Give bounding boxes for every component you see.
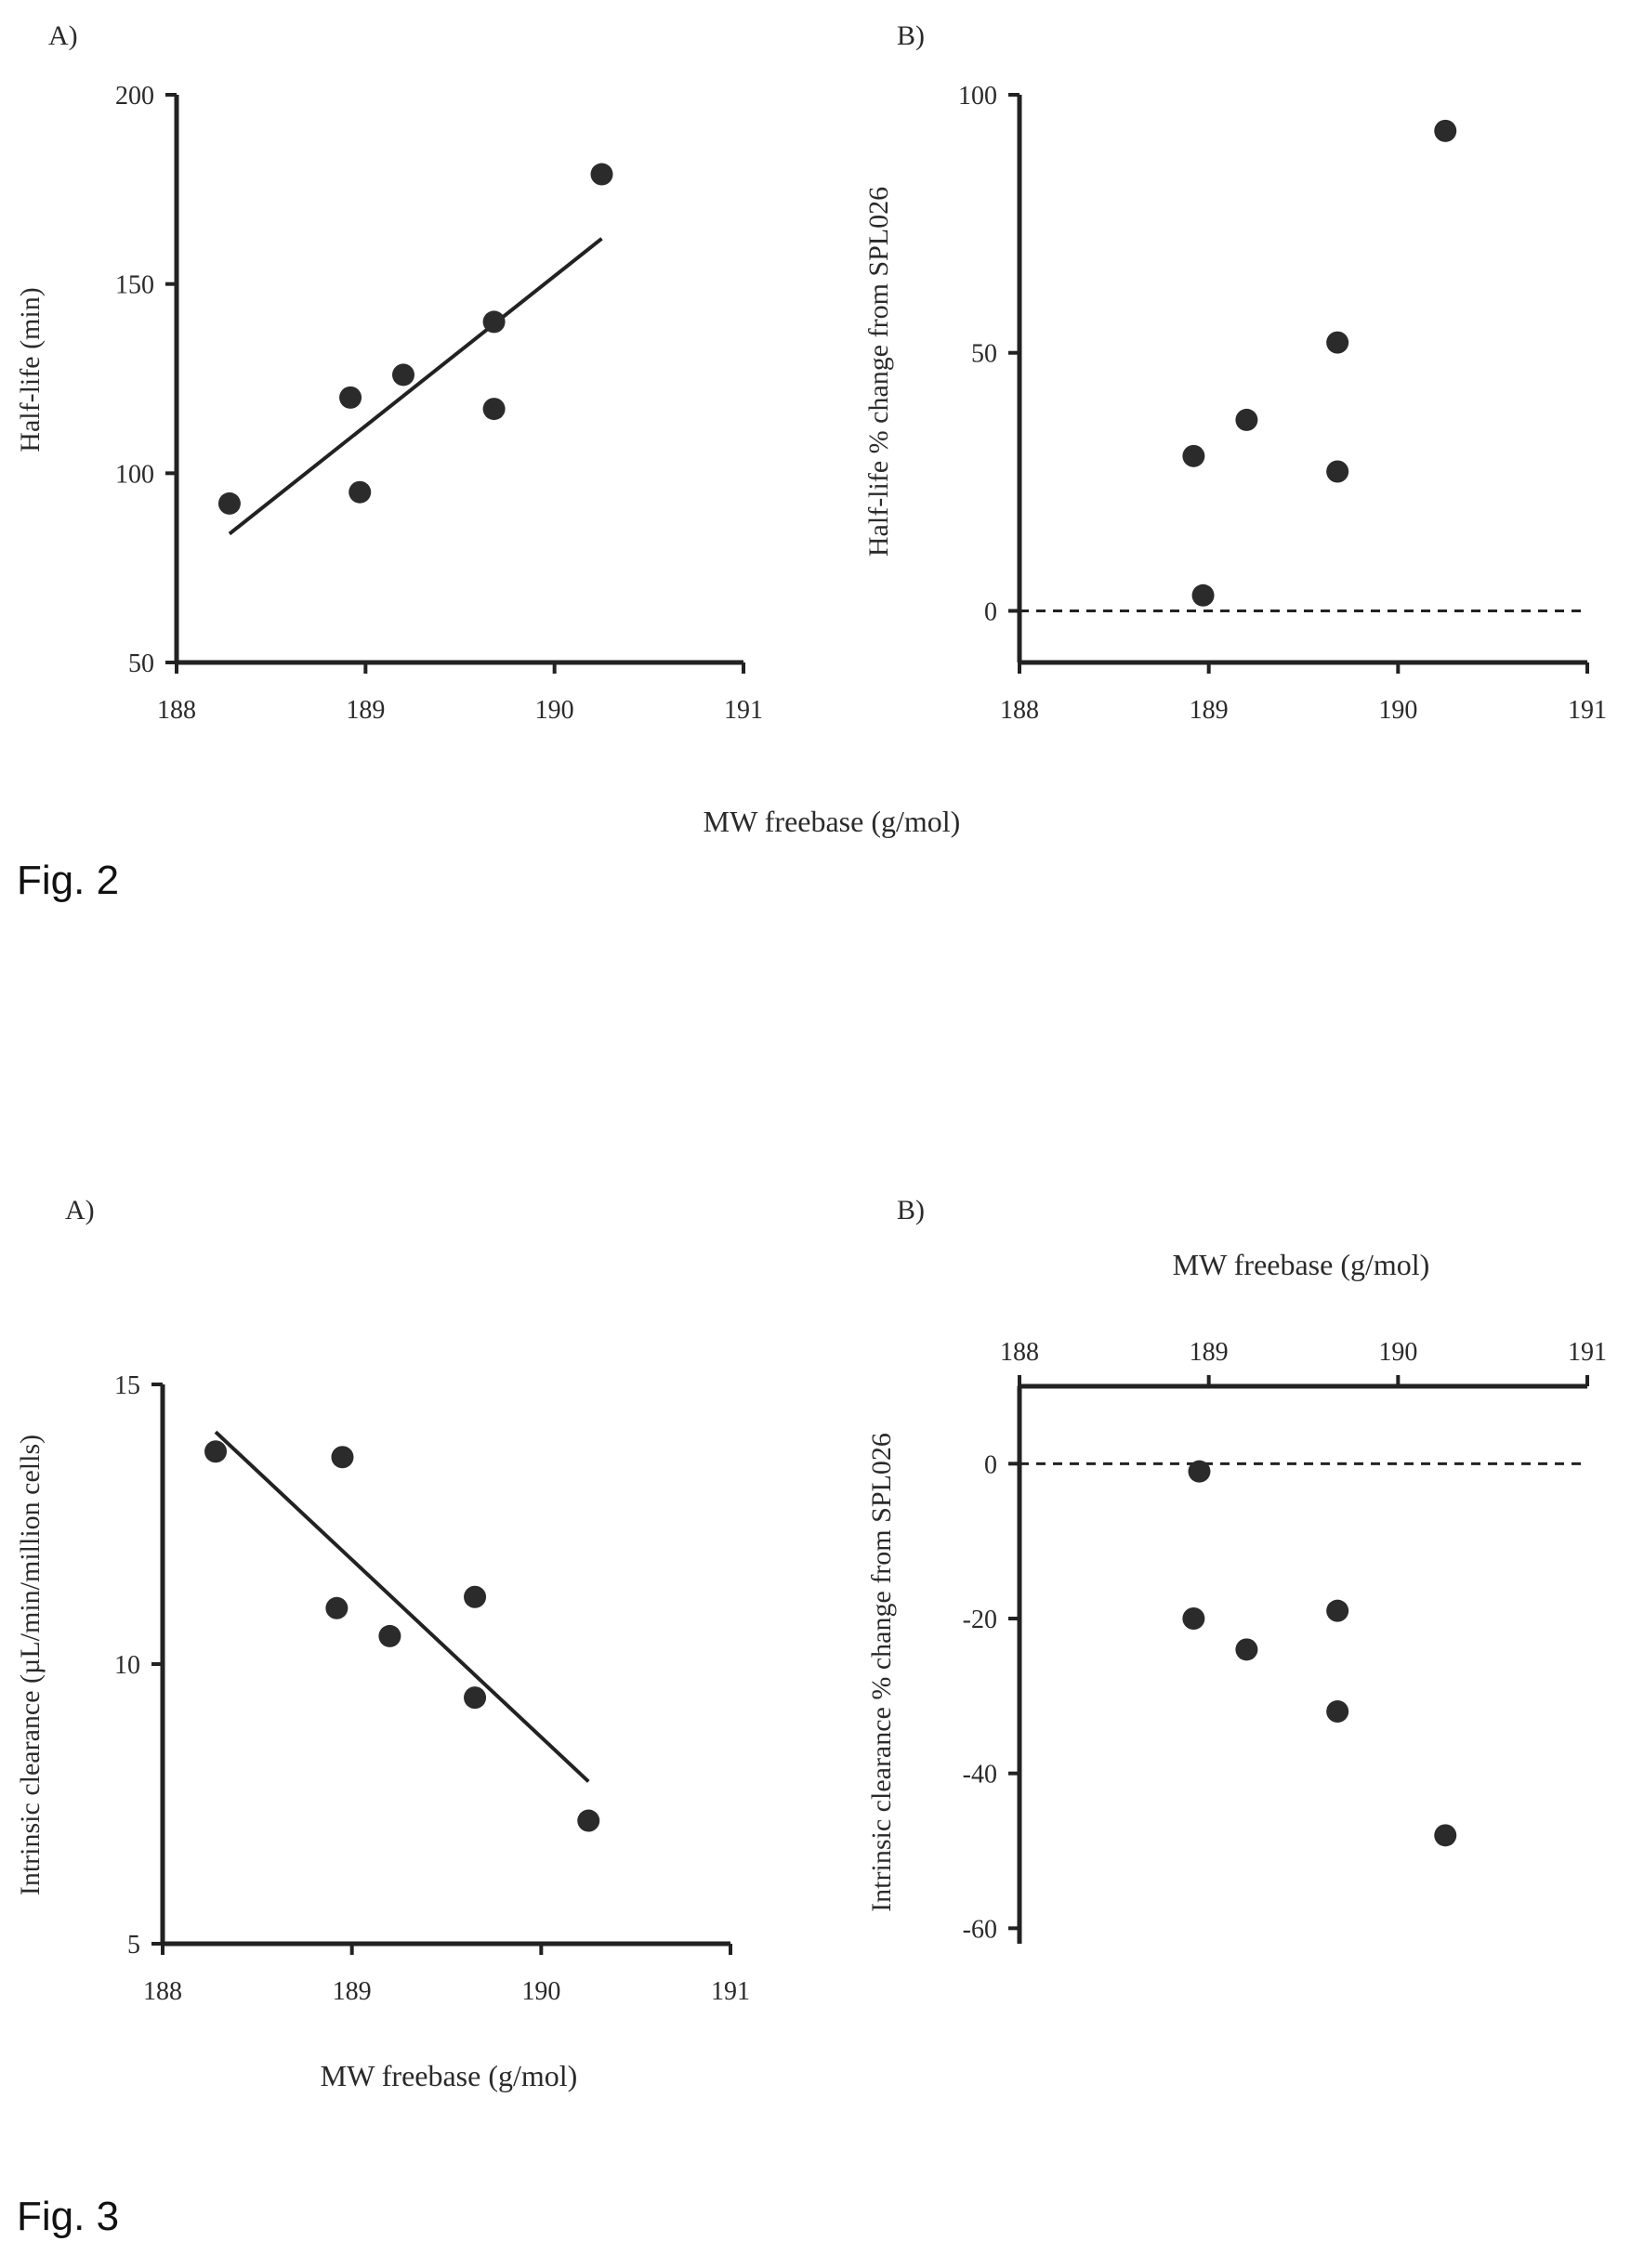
data-point (482, 398, 506, 421)
panel-label: A) (48, 20, 78, 51)
data-point (1326, 460, 1349, 483)
y-axis-title: Intrinsic clearance % change from SPL026 (866, 1433, 897, 1912)
y-tick-label: 0 (984, 1450, 997, 1479)
data-point (1188, 1460, 1211, 1483)
x-tick-label: 188 (1000, 1338, 1039, 1367)
regression-line (214, 1430, 590, 1783)
data-point (204, 1440, 228, 1463)
data-point (1326, 1599, 1349, 1622)
data-point (1235, 1638, 1258, 1661)
data-point (349, 480, 372, 504)
data-point (482, 310, 506, 334)
data-point (577, 1809, 600, 1832)
x-axis-title: MW freebase (g/mol) (1173, 1248, 1430, 1281)
y-tick-label: 100 (958, 82, 997, 111)
data-point (1182, 1607, 1205, 1630)
fig3-panel-a-chart: A) 188 189 190 191 5 10 15 Intrinsic clearance… (15, 1195, 750, 2092)
fig3-panel-b-chart: B) 188 189 190 191 0 -20 -40 -60 Intrinsic clea… (866, 1195, 1607, 1944)
x-tick-label: 189 (1190, 1338, 1229, 1367)
x-tick-label: 191 (1568, 696, 1607, 725)
x-tick-label: 188 (143, 1977, 182, 2006)
fig2-panel-b-chart: B) 188 189 190 191 0 50 100 Half-life % change… (863, 20, 1607, 725)
x-tick-label: 189 (1190, 696, 1229, 725)
x-tick-label: 190 (535, 696, 574, 725)
x-tick-label: 188 (157, 696, 196, 725)
x-tick-label: 191 (1568, 1338, 1607, 1367)
x-axis-title: MW freebase (g/mol) (321, 2059, 578, 2092)
x-tick-label: 191 (711, 1977, 750, 2006)
data-point (331, 1446, 354, 1469)
data-point (217, 492, 241, 515)
fig2-panel-a-chart: A) 188 189 190 191 50 100 150 200 Half-life (mi… (15, 20, 763, 725)
y-tick-label: 15 (114, 1371, 140, 1400)
data-point (1326, 331, 1349, 354)
data-point (1434, 119, 1457, 142)
y-tick-label: 50 (971, 340, 997, 369)
panel-label: A) (65, 1195, 95, 1226)
x-tick-label: 188 (1000, 696, 1039, 725)
x-tick-label: 191 (724, 696, 763, 725)
data-point (392, 363, 414, 387)
y-tick-label: 200 (115, 82, 154, 111)
data-point (378, 1624, 401, 1647)
y-tick-label: 5 (127, 1931, 140, 1960)
fig3-caption: Fig. 3 (17, 2194, 119, 2239)
y-axis-title: Half-life (min) (15, 287, 46, 452)
y-axis-title: Intrinsic clearance (µL/min/million cell… (15, 1435, 46, 1895)
fig2-shared-x-axis-title: MW freebase (g/mol) (704, 805, 961, 838)
y-tick-label: 50 (128, 649, 154, 678)
y-axis-title: Half-life % change from SPL026 (863, 187, 894, 557)
data-point (339, 386, 362, 409)
data-point (464, 1686, 487, 1710)
y-tick-label: 10 (114, 1651, 140, 1680)
data-point (1434, 1824, 1457, 1847)
fig2-caption: Fig. 2 (17, 858, 119, 903)
y-tick-label: 100 (115, 460, 154, 489)
data-point (1235, 408, 1258, 431)
x-tick-label: 190 (1378, 696, 1417, 725)
x-tick-label: 189 (333, 1977, 372, 2006)
data-point (325, 1596, 349, 1619)
y-tick-label: -40 (963, 1761, 997, 1789)
y-tick-label: 0 (984, 597, 997, 626)
data-point (464, 1585, 487, 1608)
y-tick-label: -20 (963, 1606, 997, 1634)
regression-line (228, 237, 603, 536)
data-point (1326, 1700, 1349, 1723)
x-tick-label: 190 (1378, 1338, 1417, 1367)
data-point (590, 163, 613, 186)
data-point (1182, 444, 1205, 467)
y-tick-label: 150 (115, 271, 154, 300)
x-tick-label: 189 (346, 696, 385, 725)
panel-label: B) (897, 1195, 925, 1226)
x-tick-label: 190 (521, 1977, 560, 2006)
panel-label: B) (897, 20, 925, 51)
data-point (1191, 583, 1215, 607)
y-tick-label: -60 (963, 1915, 997, 1944)
